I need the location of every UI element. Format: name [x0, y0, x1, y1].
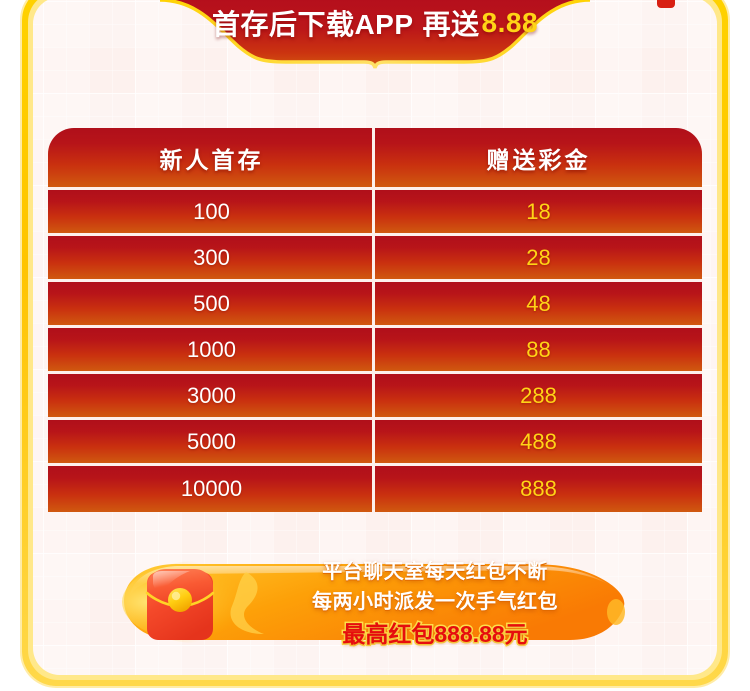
promo-line-1: 平台聊天室每天红包不断	[322, 561, 548, 583]
cell-deposit: 100	[48, 190, 375, 233]
table-header-deposit: 新人首存	[48, 128, 375, 187]
cell-bonus: 18	[526, 198, 551, 224]
cell-deposit: 1000	[48, 328, 375, 371]
cell-bonus: 28	[526, 244, 551, 270]
table-row: 3000 288	[48, 374, 702, 420]
cell-bonus: 488	[520, 428, 557, 454]
bonus-table: 新人首存 赠送彩金 100 18 300 28 500 48 1000 88 3…	[48, 128, 702, 512]
banner-text-primary: 首存后下载APP	[211, 9, 414, 40]
table-row: 10000 888	[48, 466, 702, 512]
cell-deposit: 10000	[48, 466, 375, 512]
promo-line-2: 每两小时派发一次手气红包	[312, 591, 558, 613]
table-row: 1000 88	[48, 328, 702, 374]
cell-deposit: 500	[48, 282, 375, 325]
banner-text-secondary: 再送	[422, 9, 480, 40]
table-row: 500 48	[48, 282, 702, 328]
cell-bonus: 888	[520, 476, 557, 501]
cell-deposit: 3000	[48, 374, 375, 417]
cell-deposit: 5000	[48, 420, 375, 463]
promo-banner: 平台聊天室每天红包不断 每两小时派发一次手气红包 最高红包888.88元	[118, 548, 630, 654]
top-red-tab	[657, 0, 675, 8]
banner-amount: 8.88	[481, 7, 539, 38]
table-row: 300 28	[48, 236, 702, 282]
table-row: 5000 488	[48, 420, 702, 466]
header-ribbon	[160, 0, 590, 70]
cell-deposit: 300	[48, 236, 375, 279]
red-envelope-icon	[140, 560, 226, 644]
table-header-row: 新人首存 赠送彩金	[48, 128, 702, 190]
promo-line-3: 最高红包888.88元	[341, 620, 529, 649]
cell-bonus: 48	[526, 290, 551, 316]
cell-bonus: 88	[526, 336, 551, 362]
table-row: 100 18	[48, 190, 702, 236]
red-envelope-glyph-icon	[145, 569, 215, 640]
cell-bonus: 288	[520, 382, 557, 408]
header-ribbon-text: 首存后下载APP 再送 8.88	[160, 0, 590, 56]
promo-text-block: 平台聊天室每天红包不断 每两小时派发一次手气红包 最高红包888.88元	[246, 554, 624, 650]
table-header-bonus: 赠送彩金	[486, 146, 591, 173]
ribbon-shape-icon	[160, 0, 590, 69]
